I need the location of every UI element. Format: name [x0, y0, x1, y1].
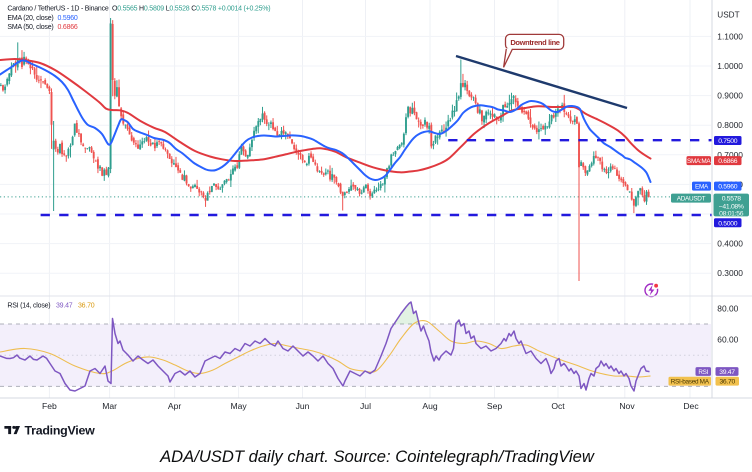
svg-text:TradingView: TradingView: [25, 423, 96, 437]
svg-text:Downtrend line: Downtrend line: [510, 38, 559, 47]
svg-text:Feb: Feb: [42, 401, 57, 411]
svg-text:39.47: 39.47: [719, 369, 735, 376]
svg-text:0.7500: 0.7500: [718, 138, 738, 145]
svg-text:Sep: Sep: [487, 401, 503, 411]
svg-text:0.3000: 0.3000: [717, 268, 743, 278]
svg-text:60.00: 60.00: [717, 335, 738, 345]
svg-text:Jun: Jun: [296, 401, 310, 411]
svg-text:1.0000: 1.0000: [717, 61, 743, 71]
svg-text:−41.08%: −41.08%: [719, 203, 744, 210]
svg-text:RSI (14, close): RSI (14, close): [7, 303, 50, 310]
svg-text:36.70: 36.70: [78, 303, 95, 310]
svg-text:RSI: RSI: [698, 369, 708, 376]
svg-text:80.00: 80.00: [717, 303, 738, 313]
svg-text:Aug: Aug: [422, 401, 438, 411]
svg-text:Jul: Jul: [360, 401, 371, 411]
svg-text:36.70: 36.70: [719, 379, 735, 386]
svg-text:EMA: EMA: [695, 184, 709, 191]
svg-text:0.9000: 0.9000: [717, 91, 743, 101]
svg-text:0.8000: 0.8000: [717, 120, 743, 130]
svg-text:Dec: Dec: [683, 401, 699, 411]
svg-text:0.5578: 0.5578: [722, 196, 742, 203]
svg-text:0.5000: 0.5000: [718, 220, 738, 227]
svg-text:0.6866: 0.6866: [718, 158, 738, 165]
svg-text:ADAUSDT: ADAUSDT: [677, 196, 706, 203]
svg-text:USDT: USDT: [717, 11, 739, 20]
svg-text:SMA (50, close): SMA (50, close): [7, 24, 53, 31]
svg-text:Nov: Nov: [619, 401, 635, 411]
svg-text:Oct: Oct: [551, 401, 565, 411]
svg-text:EMA (20, close): EMA (20, close): [7, 15, 53, 22]
svg-text:0.5960: 0.5960: [718, 184, 738, 191]
svg-text:0.4000: 0.4000: [717, 239, 743, 249]
svg-text:Apr: Apr: [168, 401, 182, 411]
svg-text:0.7000: 0.7000: [717, 150, 743, 160]
svg-text:0.6866: 0.6866: [58, 24, 78, 31]
svg-text:39.47: 39.47: [56, 303, 73, 310]
svg-text:SMA:MA: SMA:MA: [687, 158, 711, 165]
svg-text:RSI-based MA: RSI-based MA: [671, 379, 710, 386]
svg-text:Cardano / TetherUS - 1D - Bina: Cardano / TetherUS - 1D - Binance O0.556…: [7, 5, 270, 12]
svg-text:0.5960: 0.5960: [58, 15, 78, 22]
svg-text:May: May: [230, 401, 247, 411]
svg-text:08:01:56: 08:01:56: [719, 211, 744, 218]
svg-text:Mar: Mar: [102, 401, 117, 411]
svg-text:ADA/USDT daily chart. Source:: ADA/USDT daily chart. Source: Cointelegr…: [159, 447, 595, 466]
svg-text:1.1000: 1.1000: [717, 31, 743, 41]
